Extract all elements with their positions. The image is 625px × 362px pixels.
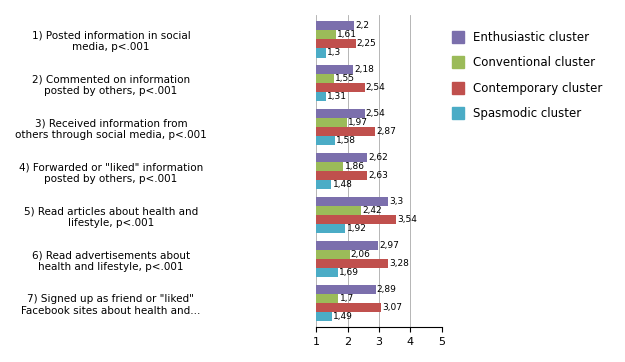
- Bar: [316, 303, 381, 312]
- Bar: [316, 162, 343, 171]
- Bar: [316, 171, 368, 180]
- Text: 2,54: 2,54: [366, 109, 386, 118]
- Text: 1,69: 1,69: [339, 268, 359, 277]
- Bar: [316, 30, 336, 39]
- Text: 2,87: 2,87: [376, 127, 396, 136]
- Bar: [316, 65, 353, 74]
- Bar: [316, 285, 376, 294]
- Text: 2,62: 2,62: [368, 153, 388, 162]
- Text: 3,07: 3,07: [382, 303, 402, 312]
- Text: 3,28: 3,28: [389, 259, 409, 268]
- Text: 1,3: 1,3: [327, 49, 341, 58]
- Text: 1,31: 1,31: [328, 92, 348, 101]
- Bar: [316, 118, 347, 127]
- Text: 1,92: 1,92: [346, 224, 366, 233]
- Text: 3,54: 3,54: [397, 215, 417, 224]
- Text: 1,97: 1,97: [348, 118, 368, 127]
- Text: 2,2: 2,2: [355, 21, 369, 30]
- Text: 1,86: 1,86: [344, 162, 364, 171]
- Text: 1,58: 1,58: [336, 136, 356, 146]
- Bar: [316, 241, 378, 250]
- Bar: [316, 109, 364, 118]
- Bar: [316, 180, 331, 189]
- Bar: [316, 83, 364, 92]
- Text: 2,06: 2,06: [351, 250, 371, 259]
- Bar: [316, 294, 338, 303]
- Bar: [316, 224, 345, 233]
- Bar: [316, 268, 338, 277]
- Bar: [316, 74, 334, 83]
- Bar: [316, 197, 388, 206]
- Bar: [316, 153, 367, 162]
- Bar: [316, 206, 361, 215]
- Bar: [316, 92, 326, 101]
- Text: 1,61: 1,61: [337, 30, 357, 39]
- Text: 3,3: 3,3: [389, 197, 404, 206]
- Bar: [316, 215, 396, 224]
- Text: 2,25: 2,25: [357, 39, 376, 48]
- Text: 1,7: 1,7: [339, 294, 354, 303]
- Bar: [316, 259, 388, 268]
- Bar: [316, 127, 375, 136]
- Bar: [316, 312, 332, 321]
- Bar: [316, 21, 354, 30]
- Bar: [316, 250, 349, 259]
- Text: 2,97: 2,97: [379, 241, 399, 250]
- Text: 2,89: 2,89: [377, 285, 397, 294]
- Text: 1,48: 1,48: [332, 180, 352, 189]
- Text: 2,63: 2,63: [369, 171, 389, 180]
- Text: 2,42: 2,42: [362, 206, 382, 215]
- Legend: Enthusiastic cluster, Conventional cluster, Contemporary cluster, Spasmodic clus: Enthusiastic cluster, Conventional clust…: [449, 27, 606, 123]
- Bar: [316, 136, 334, 146]
- Text: 1,55: 1,55: [335, 74, 355, 83]
- Bar: [316, 49, 326, 58]
- Text: 2,54: 2,54: [366, 83, 386, 92]
- Bar: [316, 39, 356, 49]
- Text: 2,18: 2,18: [354, 65, 374, 74]
- Text: 1,49: 1,49: [333, 312, 353, 321]
